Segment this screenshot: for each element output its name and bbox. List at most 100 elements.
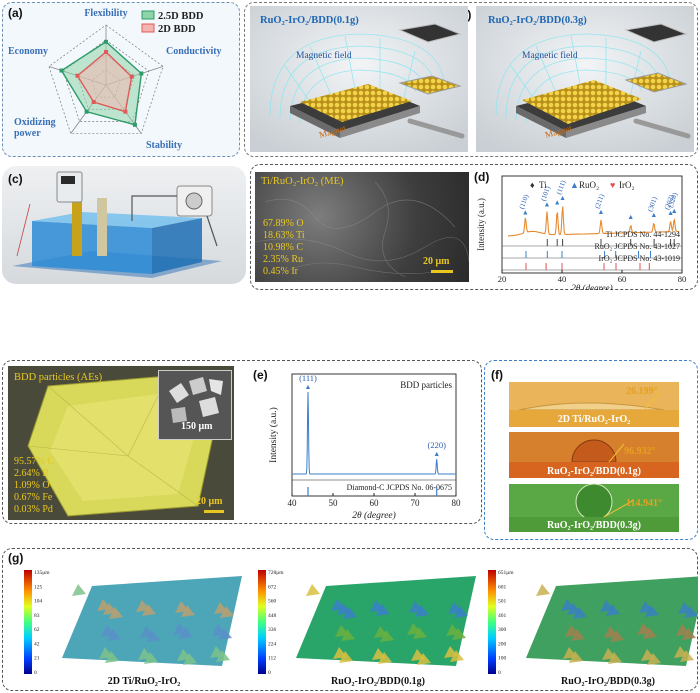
illus-title: RuO₂-IrO₂/BDD(0.1g)	[260, 15, 359, 26]
xrd-curve	[292, 391, 456, 475]
panel-label-f: (f)	[491, 368, 503, 382]
x-tick-label: 60	[618, 274, 627, 284]
sem-texture	[255, 181, 469, 278]
contact-angle-2: 96.932° RuO₂-IrO₂/BDD(0.1g)	[509, 432, 679, 478]
surface-facet	[565, 625, 579, 637]
surface-facet	[411, 649, 425, 661]
magnetic-field-label: Magnetic field	[522, 50, 578, 61]
surface-plot	[62, 576, 242, 666]
angle-value: 114.941°	[626, 498, 662, 509]
scale-bar	[204, 510, 224, 513]
plot-frame	[501, 175, 683, 274]
surface-facet	[374, 626, 388, 638]
surface-facet	[331, 599, 345, 611]
x-axis-label: 2θ (degree)	[352, 510, 396, 521]
radar-point	[91, 99, 96, 104]
surface-facet	[561, 599, 575, 611]
radar-legend: 2.5D BDD 2D BDD	[141, 10, 204, 35]
panel-label-a: (a)	[8, 6, 23, 20]
peak-marker: ▲	[559, 194, 566, 202]
xrd-chart-d: ♦ Ti ▲ RuO₂ ♥ IrO₂▲(110) ▲(101)▲▲(111)▲(211)▲ ▲…	[476, 175, 687, 290]
panel-sem-me	[250, 164, 698, 290]
colorbar-tick: 100	[498, 656, 507, 662]
surface-facet	[97, 599, 111, 611]
composition-line: 0.45% Ir	[263, 266, 298, 277]
x-tick-label: 80	[678, 274, 687, 284]
peak-marker: ▲	[544, 200, 551, 208]
peak-marker: ▲	[667, 209, 674, 217]
surface-caption: 2D Ti/RuO₂-IrO₂	[108, 676, 181, 687]
colorbar-tick: 125	[34, 584, 43, 590]
composition-line: 18.63% Ti	[263, 230, 305, 241]
legend-marker: ▲	[570, 180, 579, 190]
radar-point	[104, 39, 108, 44]
peak-marker: ▲	[305, 383, 312, 391]
colorbar-tick: 448	[268, 613, 277, 619]
contact-angle-1: 26.199° 2D Ti/RuO₂-IrO₂	[509, 382, 679, 427]
peak-marker: ▲	[433, 450, 440, 458]
surface-facet	[674, 646, 688, 658]
colorbar-tick: 42	[34, 641, 40, 647]
sample-name: RuO₂-IrO₂/BDD(0.3g)	[547, 520, 641, 531]
radar-point	[84, 109, 89, 114]
composition-line: 0.03% Pd	[14, 504, 53, 515]
electrode	[97, 198, 107, 256]
surface-plot	[526, 576, 698, 666]
surface-facet	[600, 600, 614, 612]
peak-label: (111)	[299, 373, 317, 383]
surface-facet	[409, 601, 423, 613]
colorbar-tick: 21	[34, 656, 40, 662]
scale-bar-label: 20 μm	[423, 256, 450, 267]
legend-label: IrO₂	[619, 180, 635, 190]
surface-facet	[444, 646, 458, 658]
surface-facet	[138, 648, 152, 660]
peak-marker: ▲	[522, 209, 529, 217]
ref-label: Diamond-C JCPDS No. 06-0675	[347, 483, 452, 492]
radar-area-2dbdd	[76, 51, 133, 113]
colorbar-tick: 0	[34, 670, 37, 676]
radar-point	[123, 109, 128, 114]
radar-axis-labels: Flexibility Conductivity Stability Oxidizin…	[8, 8, 222, 151]
xrd-chart-e: BDD particles▲(111)▲(220)Diamond-C JCPDS…	[268, 373, 461, 521]
radar-axis-label: Economy	[8, 46, 48, 57]
xrd-curve	[508, 206, 680, 237]
x-tick-label: 50	[329, 498, 339, 508]
surface-facet	[563, 647, 577, 659]
radar-point	[139, 71, 144, 76]
surface-facet	[678, 602, 692, 614]
x-tick-label: 60	[370, 498, 380, 508]
legend-label-2d: 2D BDD	[158, 24, 196, 35]
y-axis-label: Intensity (a.u.)	[268, 407, 279, 463]
surface-plot	[296, 576, 476, 666]
surface-facet	[214, 602, 228, 614]
angle-value: 96.932°	[624, 446, 656, 457]
composition-line: 1.09% O	[14, 480, 50, 491]
surface-facet	[637, 623, 651, 635]
peak-marker: ▲	[598, 208, 605, 216]
colorbar-tick: 651μm	[498, 570, 514, 576]
contact-angle-3: 114.941° RuO₂-IrO₂/BDD(0.3g)	[509, 483, 679, 532]
legend-swatch-2d	[141, 23, 155, 33]
ref-label: RuO₂ JCPDS No. 43-1027	[595, 242, 680, 251]
surface	[62, 576, 242, 666]
radar-point	[132, 122, 137, 127]
composition-line: 0.67% Fe	[14, 492, 53, 503]
surface-facet	[212, 624, 226, 636]
peak-marker: ▲	[671, 207, 678, 215]
x-tick-label: 70	[411, 498, 421, 508]
colorbar-tick: 0	[498, 670, 501, 676]
ref-label: IrO₂ JCPDS No. 43-1019	[599, 254, 680, 263]
scale-bar	[431, 270, 453, 273]
surface-facet	[306, 584, 320, 596]
peak-marker: ▲	[650, 211, 657, 219]
radar-series	[59, 39, 144, 127]
illustration-bdd-0-1g: RuO₂-IrO₂/BDD(0.1g) Magnetic field Magne…	[250, 6, 468, 152]
surface-facet	[676, 624, 690, 636]
x-axis-label: 2θ (degree)	[571, 283, 612, 290]
radar-point	[59, 68, 64, 73]
composition-line: 10.98% C	[263, 242, 303, 253]
inset-scale-label: 150 μm	[181, 421, 213, 432]
legend-label: Ti	[539, 180, 547, 190]
surface-facet	[446, 624, 460, 636]
radar-axis-label: Oxidizing power	[14, 117, 56, 139]
